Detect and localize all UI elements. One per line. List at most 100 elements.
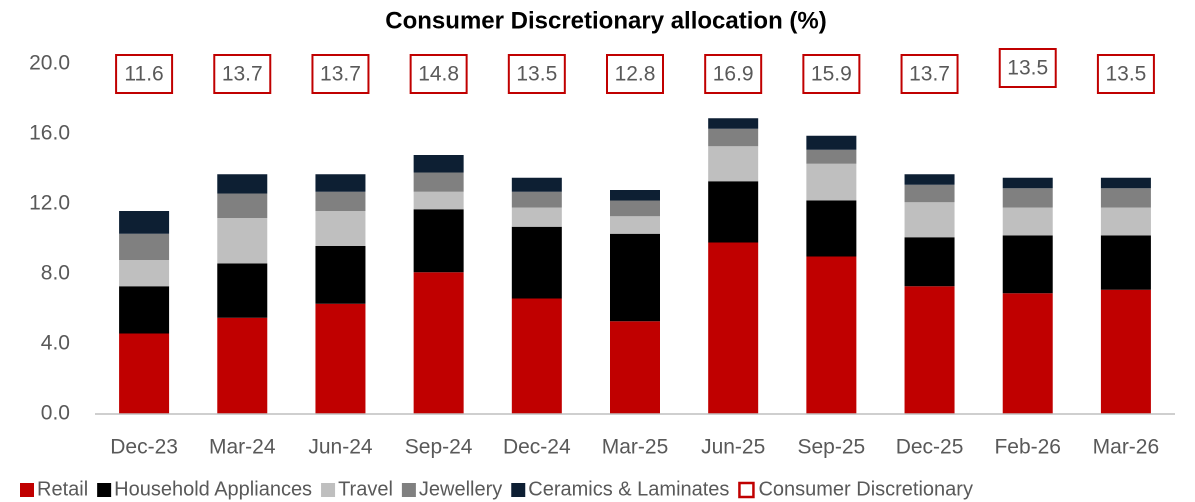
total-box bbox=[900, 54, 959, 94]
bar-segment bbox=[610, 216, 660, 234]
total-label: 11.6 bbox=[124, 63, 163, 86]
total-box bbox=[704, 54, 763, 94]
x-tick-label: Dec-24 bbox=[503, 436, 571, 459]
legend-swatch bbox=[20, 483, 34, 497]
y-tick-label: 4.0 bbox=[41, 332, 70, 355]
legend-swatch bbox=[97, 483, 112, 497]
bar-segment bbox=[1100, 177, 1151, 189]
bar-segment bbox=[119, 233, 170, 260]
x-tick-label: Jun-24 bbox=[308, 436, 373, 459]
bar-segment bbox=[315, 246, 366, 304]
bar-segment bbox=[413, 191, 464, 210]
y-tick-label: 0.0 bbox=[41, 402, 70, 425]
total-label: 13.7 bbox=[909, 63, 950, 86]
legend-swatch bbox=[511, 483, 526, 497]
bar-segment bbox=[217, 174, 268, 194]
bar-segment bbox=[806, 135, 857, 150]
legend-label: Consumer Discretionary bbox=[758, 478, 973, 500]
total-label: 13.7 bbox=[320, 63, 361, 86]
bar-segment bbox=[413, 209, 464, 273]
bar-segment bbox=[1100, 289, 1151, 414]
bar-segment bbox=[217, 218, 268, 264]
x-tick-label: Sep-24 bbox=[405, 436, 473, 459]
legend-swatch bbox=[321, 483, 336, 497]
bar-segment bbox=[217, 193, 268, 218]
bar-segment bbox=[217, 263, 268, 318]
bar-segment bbox=[904, 174, 955, 185]
bar-segment bbox=[904, 237, 955, 287]
total-box bbox=[115, 54, 174, 94]
y-tick-label: 12.0 bbox=[29, 192, 70, 215]
bar-segment bbox=[610, 321, 660, 414]
legend-swatch bbox=[738, 481, 755, 499]
bar-segment bbox=[511, 191, 562, 208]
bar-segment bbox=[708, 146, 759, 182]
y-tick-label: 8.0 bbox=[41, 262, 70, 285]
bar-segment bbox=[217, 317, 268, 414]
bar-segment bbox=[708, 181, 759, 243]
total-box bbox=[802, 54, 861, 94]
bar-segment bbox=[315, 174, 366, 192]
bar-segment bbox=[511, 207, 562, 227]
bar-segment bbox=[1002, 207, 1053, 236]
total-label: 12.8 bbox=[615, 63, 656, 86]
bar-segment bbox=[806, 149, 857, 164]
total-label: 15.9 bbox=[811, 63, 852, 86]
bar-segment bbox=[1100, 207, 1151, 236]
total-box bbox=[507, 54, 566, 94]
bar-segment bbox=[610, 200, 660, 217]
legend-label: Household Appliances bbox=[114, 478, 312, 500]
x-tick-label: Dec-25 bbox=[896, 436, 964, 459]
total-label: 16.9 bbox=[713, 63, 754, 86]
x-tick-label: Dec-23 bbox=[110, 436, 178, 459]
bar-segment bbox=[1100, 235, 1151, 290]
total-box bbox=[998, 48, 1057, 88]
bar-segment bbox=[1002, 188, 1053, 208]
total-box bbox=[606, 54, 664, 94]
legend-label: Ceramics & Laminates bbox=[528, 478, 729, 500]
bar-segment bbox=[1002, 235, 1053, 294]
bar-segment bbox=[904, 184, 955, 203]
x-tick-label: Jun-25 bbox=[701, 436, 765, 459]
bar-segment bbox=[413, 155, 464, 173]
x-tick-label: Mar-24 bbox=[209, 436, 276, 459]
total-label: 13.5 bbox=[516, 63, 557, 86]
bar-segment bbox=[1100, 188, 1151, 208]
bar-segment bbox=[708, 128, 759, 147]
total-box bbox=[213, 54, 272, 94]
bar-segment bbox=[806, 256, 857, 414]
x-tick-label: Feb-26 bbox=[994, 436, 1061, 459]
y-tick-label: 20.0 bbox=[29, 52, 70, 75]
total-box bbox=[311, 54, 370, 94]
bar-segment bbox=[806, 200, 857, 257]
total-label: 14.8 bbox=[418, 63, 459, 86]
bar-segment bbox=[511, 177, 562, 192]
bar-segment bbox=[904, 202, 955, 238]
x-tick-label: Mar-25 bbox=[602, 436, 669, 459]
bar-segment bbox=[806, 163, 857, 201]
bar-segment bbox=[119, 211, 170, 234]
total-box bbox=[409, 54, 468, 94]
bar-segment bbox=[610, 190, 660, 201]
bar-segment bbox=[315, 211, 366, 246]
bar-segment bbox=[315, 303, 366, 414]
bar-segment bbox=[119, 260, 170, 287]
legend-label: Jewellery bbox=[419, 478, 502, 500]
total-label: 13.5 bbox=[1007, 57, 1048, 80]
bar-segment bbox=[511, 226, 562, 299]
bar-segment bbox=[610, 233, 660, 322]
legend-label: Retail bbox=[37, 478, 88, 500]
chart-title: Consumer Discretionary allocation (%) bbox=[385, 7, 826, 34]
bar-segment bbox=[708, 118, 759, 129]
bar-segment bbox=[904, 286, 955, 414]
bar-segment bbox=[119, 333, 170, 414]
bar-segment bbox=[119, 286, 170, 334]
total-box bbox=[1096, 54, 1155, 94]
bar-segment bbox=[1002, 177, 1053, 189]
legend-swatch bbox=[401, 483, 416, 497]
total-label: 13.7 bbox=[222, 63, 263, 86]
bar-segment bbox=[413, 172, 464, 192]
bar-segment bbox=[1002, 293, 1053, 414]
bar-segment bbox=[413, 272, 464, 414]
